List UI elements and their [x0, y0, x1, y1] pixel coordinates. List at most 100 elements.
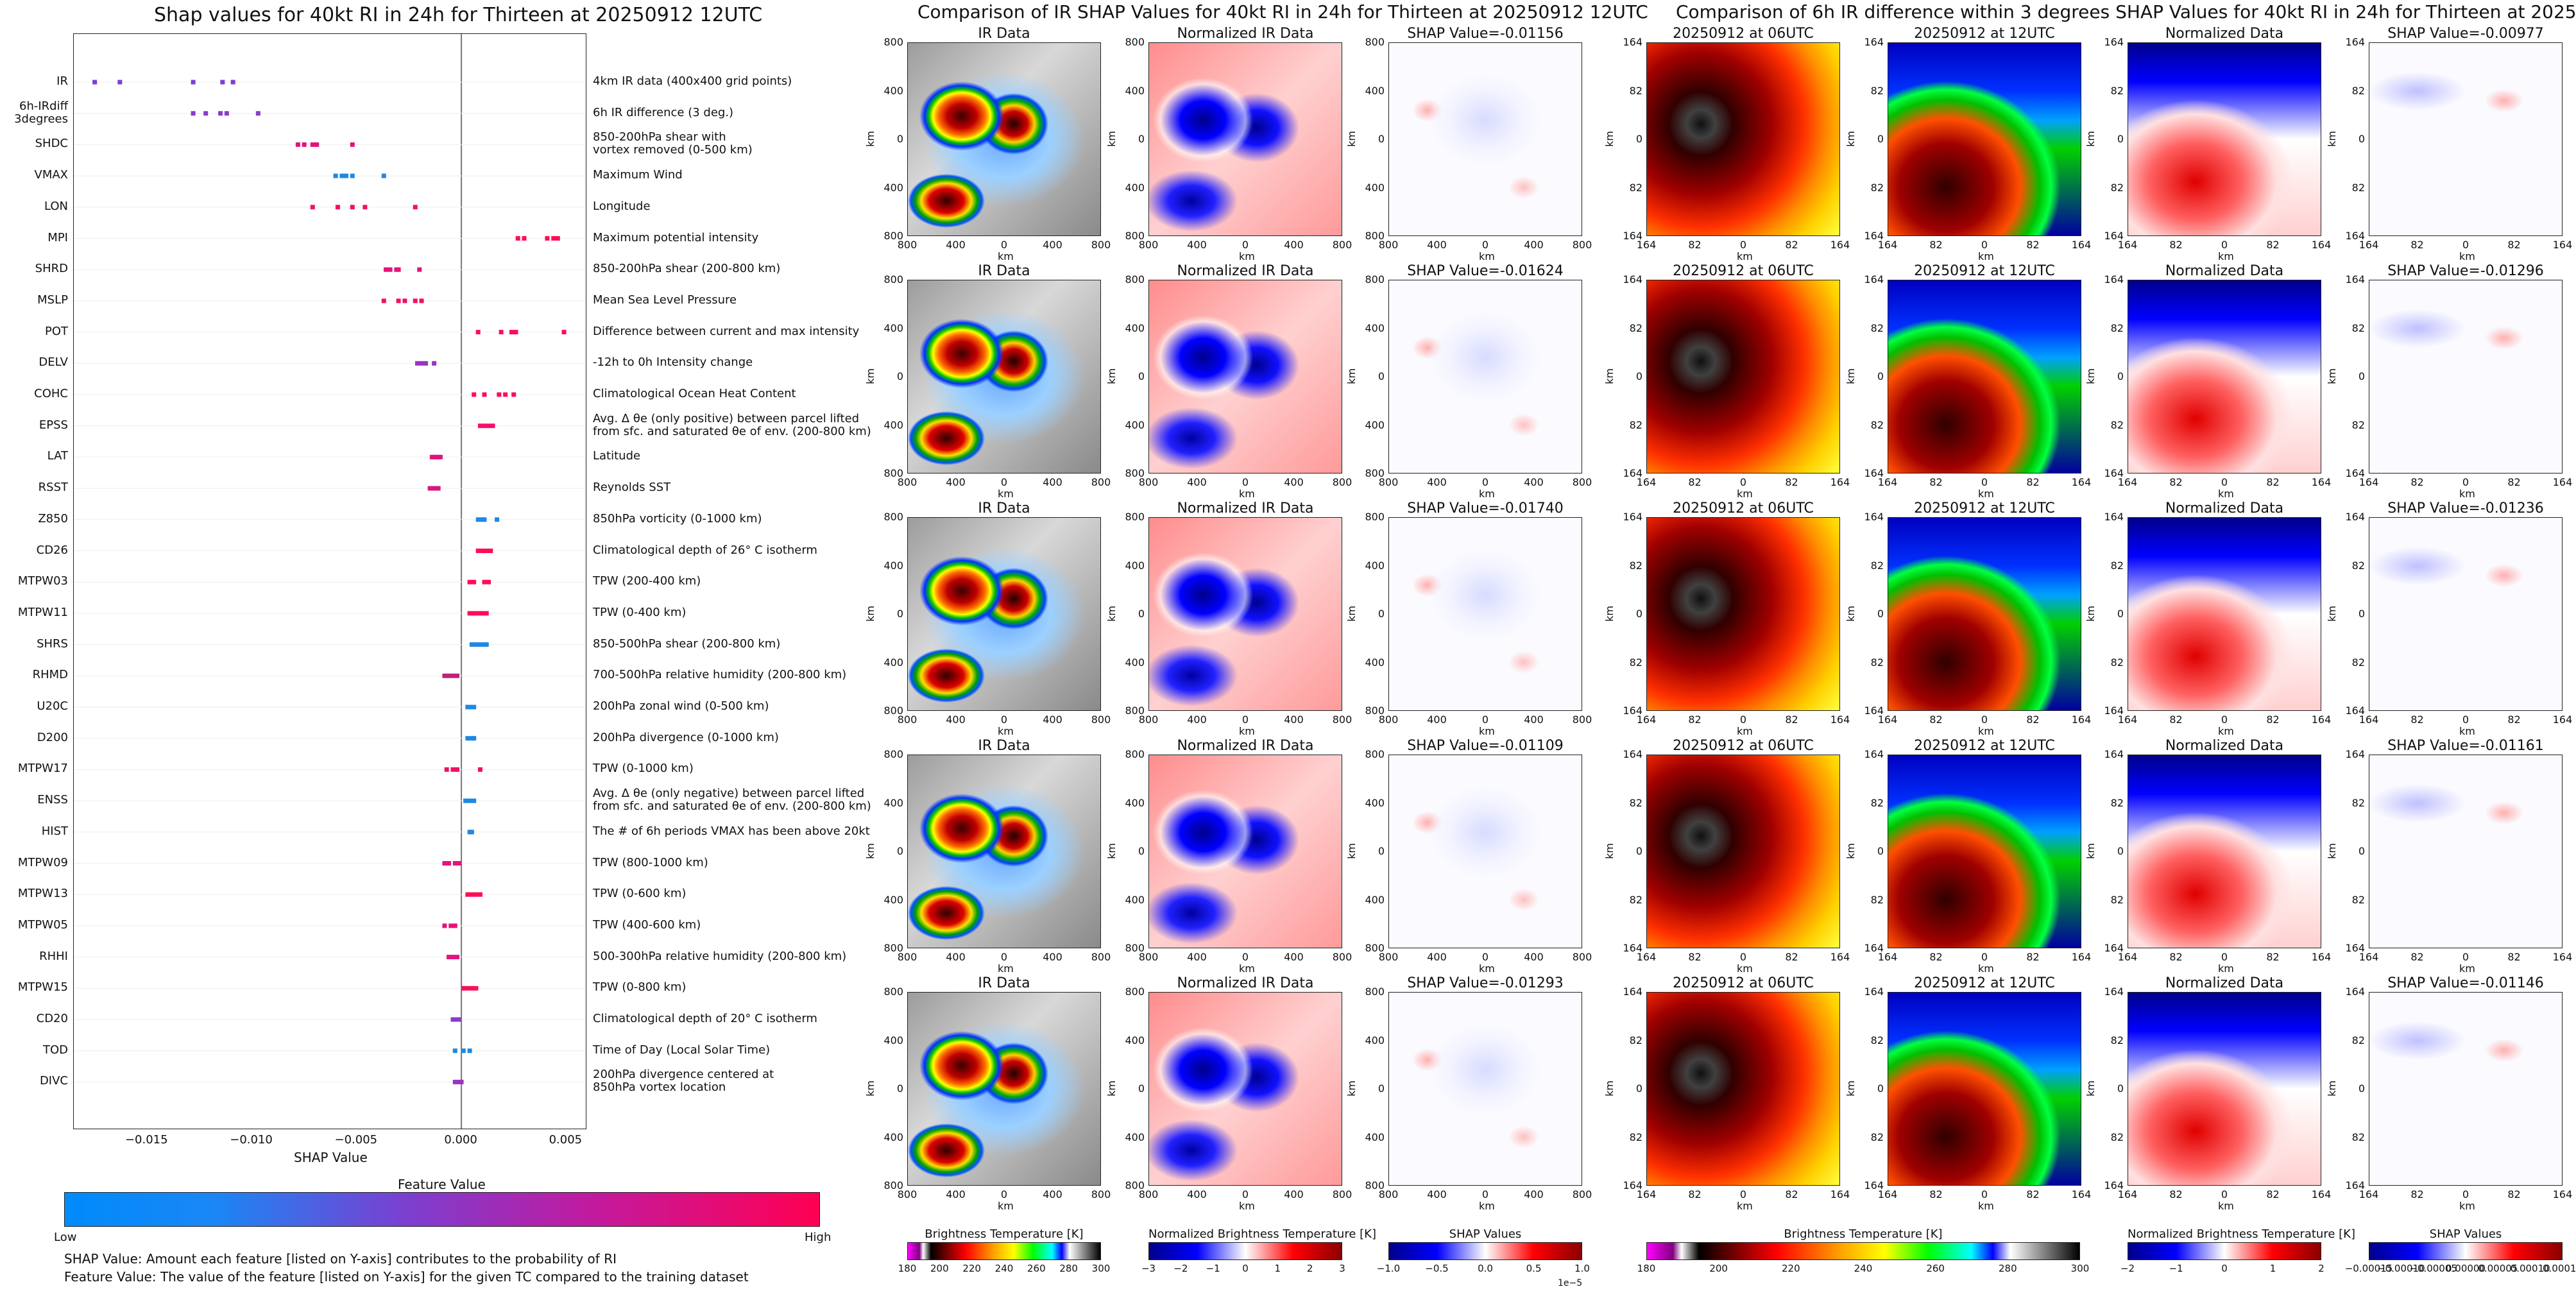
shap-point: [469, 892, 474, 897]
ir-y-label: km: [1345, 131, 1358, 147]
ir-y-label: km: [1105, 131, 1118, 147]
ir-y-tick: 400: [1365, 1131, 1385, 1143]
feature-description: Climatological depth of 20° C isotherm: [593, 1012, 817, 1025]
diff-y-tick: 82: [2351, 418, 2365, 431]
diff-x-tick: 82: [2507, 239, 2521, 251]
shap-point: [448, 923, 454, 928]
ir-x-tick: 800: [1138, 713, 1159, 726]
ir-y-tick: 800: [883, 230, 903, 242]
feature-label: Z850: [38, 511, 68, 525]
diff-y-tick: 82: [2110, 796, 2124, 809]
ir-y-tick: 400: [1365, 893, 1385, 906]
ir-x-label: km: [1239, 250, 1255, 262]
ir-y-tick: 0: [1378, 1082, 1385, 1095]
diff-x-tick: 82: [1929, 951, 1943, 963]
ir-x-label: km: [998, 725, 1014, 737]
shap-point: [555, 236, 560, 241]
diff-y-tick: 164: [2345, 273, 2365, 286]
ir-y-label: km: [1345, 368, 1358, 384]
diff-colorbar-tick: 260: [1926, 1263, 1945, 1274]
diff-x-label: km: [1978, 488, 1994, 500]
ir-colorbar-tick: 240: [994, 1263, 1014, 1274]
ir-y-tick: 800: [1125, 230, 1145, 242]
ir-y-tick: 0: [896, 370, 903, 382]
diff-y-tick: 164: [1623, 704, 1642, 717]
colorbar-high-label: High: [805, 1231, 832, 1244]
ir-y-label: km: [1105, 368, 1118, 384]
ir-x-tick: 800: [1572, 239, 1592, 251]
diff-panel: [1646, 992, 1840, 1186]
diff-x-label: km: [1737, 250, 1753, 262]
feature-label: SHRS: [37, 636, 68, 651]
shap-point: [467, 1048, 472, 1054]
diff-x-tick: 0: [1981, 239, 1988, 251]
ir-panel-title: Normalized IR Data: [1177, 975, 1314, 991]
ir-x-tick: 400: [1187, 713, 1207, 726]
diff-x-tick: 164: [2071, 1188, 2092, 1200]
shap-point: [499, 330, 504, 335]
ir-x-tick: 800: [1138, 951, 1159, 963]
ir-y-tick: 800: [883, 942, 903, 954]
diff-y-tick: 164: [2345, 704, 2365, 717]
ir-y-tick: 800: [1125, 36, 1145, 48]
diff-y-tick: 0: [2117, 608, 2124, 620]
diff-x-tick: 82: [1785, 951, 1798, 963]
shap-plot-title: Shap values for 40kt RI in 24h for Thirt…: [154, 4, 763, 26]
diff-panel: [1646, 517, 1840, 711]
diff-x-tick: 164: [2117, 476, 2138, 488]
diff-colorbar: [2128, 1242, 2321, 1260]
ir-y-tick: 800: [1365, 230, 1385, 242]
diff-y-tick: 164: [1623, 273, 1642, 286]
shap-point: [475, 330, 481, 335]
diff-x-tick: 82: [2266, 239, 2280, 251]
ir-colorbar: [907, 1242, 1101, 1260]
ir-x-tick: 400: [1043, 476, 1062, 488]
diff-x-tick: 164: [2552, 1188, 2573, 1200]
diff-x-tick: 164: [1636, 1188, 1657, 1200]
ir-y-tick: 400: [1365, 656, 1385, 669]
diff-y-tick: 0: [2117, 133, 2124, 145]
ir-x-tick: 0: [1241, 951, 1249, 963]
ir-panel: [907, 755, 1101, 948]
ir-x-tick: 800: [1332, 476, 1352, 488]
diff-y-label: km: [1844, 368, 1857, 384]
diff-x-tick: 0: [2462, 713, 2469, 726]
ir-x-tick: 0: [1481, 713, 1489, 726]
diff-y-tick: 82: [1629, 1034, 1642, 1046]
feature-label: COHC: [34, 387, 68, 400]
diff-x-tick: 82: [2266, 476, 2280, 488]
diff-colorbar-tick: 180: [1637, 1263, 1656, 1274]
ir-x-label: km: [1479, 488, 1495, 500]
ir-y-tick: 400: [1125, 1131, 1145, 1143]
shap-point: [314, 142, 320, 147]
diff-panel: [2128, 517, 2321, 711]
shap-point: [230, 80, 235, 85]
ir-x-tick: 400: [1524, 1188, 1544, 1200]
diff-y-tick: 0: [2117, 370, 2124, 382]
diff-colorbar: [1646, 1242, 2080, 1260]
diff-y-tick: 82: [2351, 181, 2365, 194]
ir-x-tick: 0: [1000, 239, 1008, 251]
shap-point: [477, 642, 482, 647]
shap-point: [333, 173, 338, 178]
ir-x-tick: 400: [1427, 1188, 1447, 1200]
diff-y-tick: 0: [1635, 370, 1642, 382]
ir-y-tick: 800: [883, 704, 903, 717]
ir-y-tick: 400: [1125, 796, 1145, 809]
ir-y-tick: 400: [1365, 84, 1385, 97]
shap-point: [438, 454, 443, 459]
feature-description: 850-200hPa shear with vortex removed (0-…: [593, 130, 753, 157]
feature-label: MTPW09: [17, 855, 68, 869]
ir-x-label: km: [998, 250, 1014, 262]
ir-y-tick: 800: [883, 986, 903, 998]
ir-x-tick: 400: [1187, 239, 1207, 251]
ir-colorbar-tick: 220: [962, 1263, 981, 1274]
shap-point: [450, 955, 456, 960]
diff-x-label: km: [2459, 1200, 2475, 1212]
ir-y-tick: 400: [1125, 181, 1145, 194]
diff-y-label: km: [2325, 131, 2338, 147]
ir-y-tick: 800: [883, 511, 903, 523]
ir-x-tick: 400: [1043, 713, 1062, 726]
diff-y-tick: 164: [1623, 36, 1642, 48]
diff-y-label: km: [2325, 1080, 2338, 1097]
